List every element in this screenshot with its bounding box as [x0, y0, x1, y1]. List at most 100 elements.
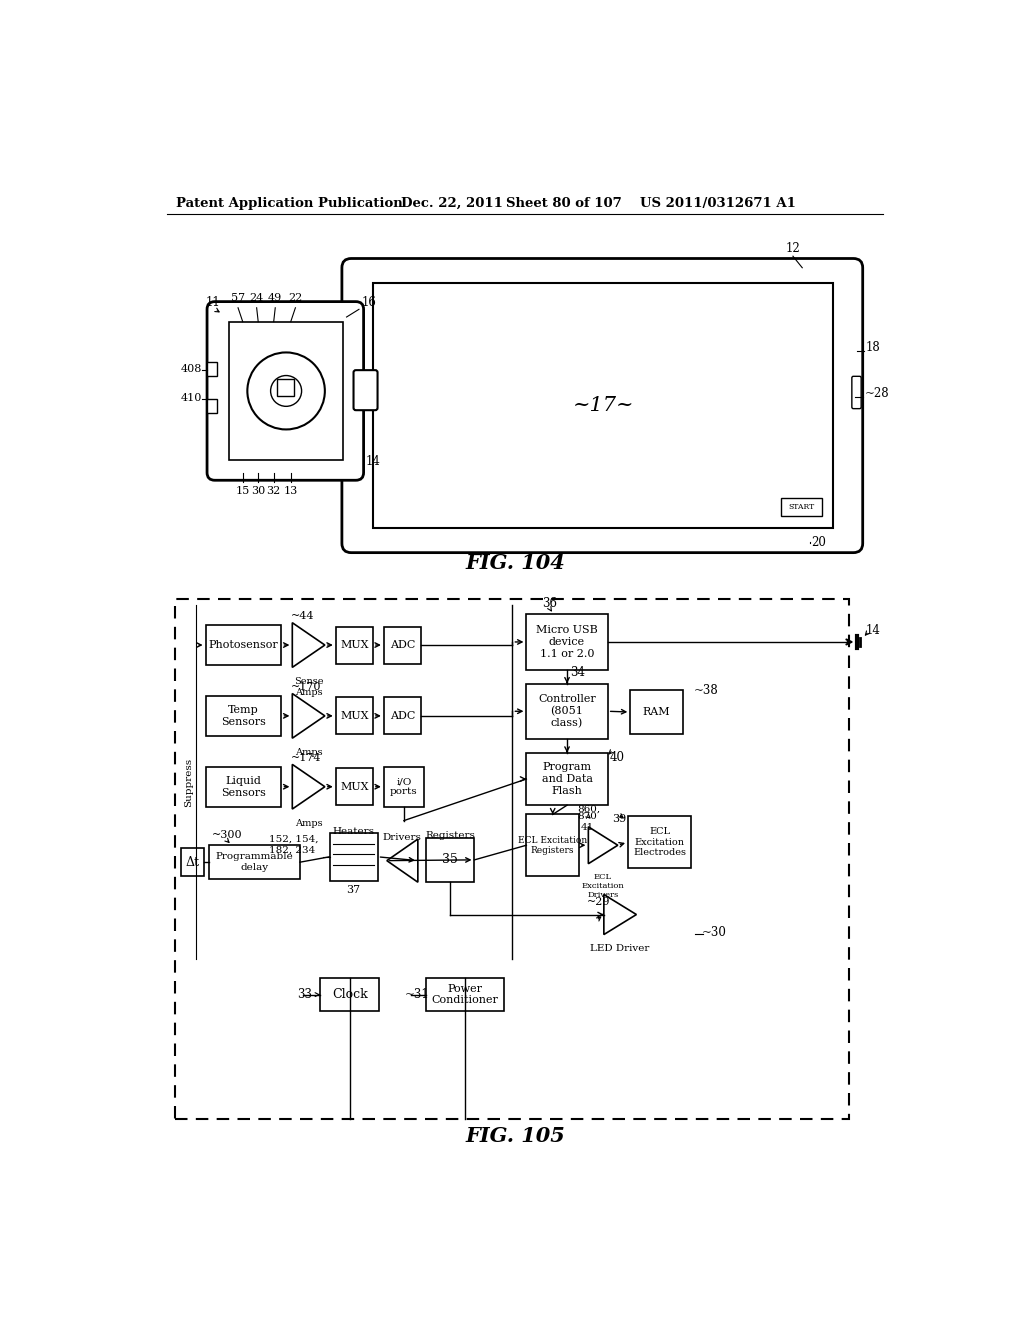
- Bar: [781, 498, 821, 516]
- Text: 16: 16: [362, 296, 377, 309]
- Text: MUX: MUX: [340, 640, 369, 649]
- Text: 30: 30: [251, 487, 265, 496]
- Text: ADC: ADC: [390, 711, 415, 721]
- Text: FIG. 105: FIG. 105: [466, 1126, 565, 1146]
- Text: ECL
Excitation
Drivers: ECL Excitation Drivers: [582, 873, 625, 899]
- Text: RAM: RAM: [643, 708, 671, 717]
- Text: ~38: ~38: [693, 684, 719, 697]
- Bar: [384, 697, 421, 734]
- Text: Amps: Amps: [295, 818, 323, 828]
- Text: 14: 14: [366, 455, 380, 467]
- Bar: [336, 697, 373, 734]
- Bar: [630, 690, 683, 734]
- Text: 11: 11: [206, 296, 220, 309]
- Text: ~44: ~44: [291, 611, 314, 620]
- Text: Micro USB
device
1.1 or 2.0: Micro USB device 1.1 or 2.0: [537, 626, 598, 659]
- Text: 35: 35: [442, 853, 459, 866]
- Text: ECL Excitation
Registers: ECL Excitation Registers: [518, 836, 588, 855]
- Text: ~28: ~28: [864, 387, 889, 400]
- Bar: [526, 684, 607, 739]
- Text: 22: 22: [289, 293, 302, 304]
- Text: 410: 410: [180, 393, 202, 403]
- Text: MUX: MUX: [340, 711, 369, 721]
- Text: Photosensor: Photosensor: [209, 640, 279, 649]
- Bar: [180, 849, 204, 876]
- Text: 14: 14: [866, 624, 881, 638]
- Bar: [206, 767, 282, 807]
- Text: ~17~: ~17~: [572, 396, 634, 414]
- Text: 37: 37: [346, 884, 360, 895]
- Text: 57: 57: [231, 293, 245, 304]
- Bar: [384, 767, 424, 807]
- Bar: [207, 363, 217, 376]
- Bar: [209, 845, 300, 879]
- Text: 860,: 860,: [578, 804, 601, 813]
- Bar: [206, 626, 282, 665]
- Text: i/O
ports: i/O ports: [390, 777, 418, 796]
- Bar: [321, 978, 379, 1011]
- Bar: [426, 838, 474, 882]
- Text: ADC: ADC: [390, 640, 415, 649]
- Text: 15: 15: [236, 487, 250, 496]
- Text: Program
and Data
Flash: Program and Data Flash: [542, 763, 593, 796]
- Text: LED Driver: LED Driver: [591, 944, 650, 953]
- Bar: [336, 627, 373, 664]
- Text: Drivers: Drivers: [383, 833, 422, 842]
- Text: 182, 234: 182, 234: [269, 846, 315, 855]
- Bar: [526, 752, 607, 805]
- Text: ~300: ~300: [212, 830, 243, 841]
- FancyBboxPatch shape: [207, 302, 364, 480]
- Text: 20: 20: [812, 536, 826, 549]
- Text: ~30: ~30: [701, 927, 726, 939]
- Text: 40: 40: [610, 751, 625, 763]
- Text: ~174: ~174: [291, 752, 322, 763]
- Bar: [330, 833, 378, 880]
- Text: 32: 32: [266, 487, 281, 496]
- Text: Registers: Registers: [425, 832, 475, 841]
- Text: ~29: ~29: [587, 898, 610, 907]
- Bar: [174, 599, 849, 1119]
- Text: Patent Application Publication: Patent Application Publication: [176, 197, 402, 210]
- Bar: [373, 284, 834, 528]
- FancyBboxPatch shape: [852, 376, 861, 409]
- Bar: [426, 978, 504, 1011]
- Text: START: START: [788, 503, 815, 511]
- Bar: [336, 768, 373, 805]
- Text: Sense
Amps: Sense Amps: [294, 677, 324, 697]
- Text: Temp
Sensors: Temp Sensors: [221, 705, 266, 727]
- Text: ECL
Excitation
Electrodes: ECL Excitation Electrodes: [633, 828, 686, 857]
- Text: Clock: Clock: [332, 989, 368, 1001]
- Bar: [276, 379, 294, 396]
- Text: FIG. 104: FIG. 104: [466, 553, 565, 573]
- Circle shape: [283, 387, 290, 395]
- Text: 36: 36: [542, 597, 557, 610]
- Bar: [384, 627, 421, 664]
- Text: 408: 408: [180, 364, 202, 375]
- Text: 49: 49: [268, 293, 283, 304]
- Bar: [628, 816, 691, 869]
- Text: 13: 13: [284, 487, 298, 496]
- Text: ~31: ~31: [404, 989, 429, 1001]
- Text: Programmable
delay: Programmable delay: [215, 853, 293, 873]
- Text: 12: 12: [785, 243, 800, 255]
- Bar: [526, 814, 579, 876]
- Text: ~170: ~170: [291, 681, 322, 692]
- Bar: [526, 614, 607, 669]
- Text: Dec. 22, 2011: Dec. 22, 2011: [400, 197, 503, 210]
- Text: Δt: Δt: [185, 855, 200, 869]
- Bar: [207, 399, 217, 412]
- Bar: [228, 322, 343, 461]
- Bar: [206, 696, 282, 737]
- Text: Heaters: Heaters: [333, 826, 375, 836]
- Text: 33: 33: [297, 989, 312, 1001]
- Text: MUX: MUX: [340, 781, 369, 792]
- Text: 152, 154,: 152, 154,: [269, 836, 318, 845]
- Text: Controller
(8051
class): Controller (8051 class): [539, 694, 596, 729]
- Text: 18: 18: [866, 341, 881, 354]
- Text: 34: 34: [570, 665, 585, 678]
- Text: US 2011/0312671 A1: US 2011/0312671 A1: [640, 197, 796, 210]
- FancyBboxPatch shape: [342, 259, 862, 553]
- FancyBboxPatch shape: [353, 370, 378, 411]
- Text: 41: 41: [581, 822, 594, 832]
- Text: Power
Conditioner: Power Conditioner: [432, 983, 499, 1006]
